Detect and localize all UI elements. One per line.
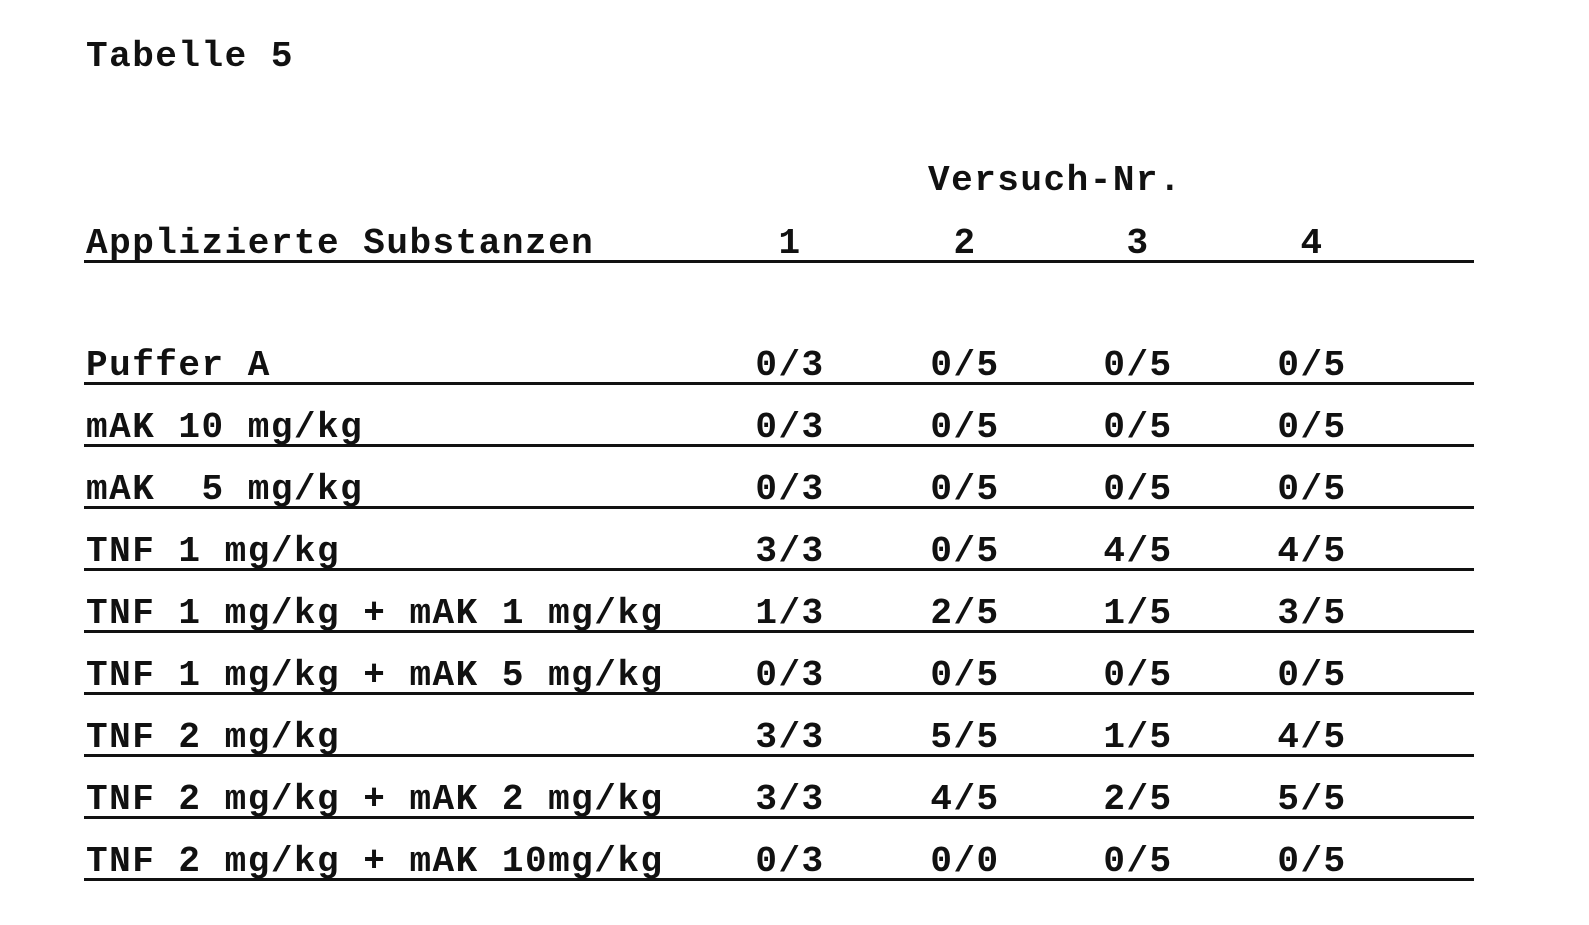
- trial-2-cell: 0/5: [905, 345, 1025, 386]
- trial-4-cell: 4/5: [1252, 717, 1372, 758]
- table-row: mAK 10 mg/kg 0/3 0/5 0/5 0/5: [84, 404, 1474, 447]
- table-row: TNF 1 mg/kg + mAK 5 mg/kg 0/3 0/5 0/5 0/5: [84, 652, 1474, 695]
- trial-2-cell: 0/5: [905, 531, 1025, 572]
- table-title: Tabelle 5: [86, 36, 294, 77]
- trial-1-cell: 0/3: [730, 841, 850, 882]
- trial-4-cell: 0/5: [1252, 469, 1372, 510]
- trial-3-cell: 0/5: [1078, 407, 1198, 448]
- trial-1-cell: 3/3: [730, 717, 850, 758]
- trial-4-cell: 3/5: [1252, 593, 1372, 634]
- table-row: TNF 2 mg/kg 3/3 5/5 1/5 4/5: [84, 714, 1474, 757]
- trial-3-cell: 0/5: [1078, 841, 1198, 882]
- header-trial-2: 2: [905, 223, 1025, 264]
- trial-3-cell: 0/5: [1078, 469, 1198, 510]
- table-row: TNF 2 mg/kg + mAK 10mg/kg 0/3 0/0 0/5 0/5: [84, 838, 1474, 881]
- trial-1-cell: 1/3: [730, 593, 850, 634]
- trial-2-cell: 0/5: [905, 469, 1025, 510]
- trial-4-cell: 4/5: [1252, 531, 1372, 572]
- trial-4-cell: 5/5: [1252, 779, 1372, 820]
- trial-2-cell: 5/5: [905, 717, 1025, 758]
- table-row: mAK 5 mg/kg 0/3 0/5 0/5 0/5: [84, 466, 1474, 509]
- header-trial-1: 1: [730, 223, 850, 264]
- substance-cell: TNF 2 mg/kg: [86, 717, 340, 758]
- substance-cell: TNF 1 mg/kg: [86, 531, 340, 572]
- header-trial-4: 4: [1252, 223, 1372, 264]
- trial-4-cell: 0/5: [1252, 407, 1372, 448]
- trial-1-cell: 0/3: [730, 469, 850, 510]
- substance-cell: TNF 2 mg/kg + mAK 2 mg/kg: [86, 779, 664, 820]
- trial-2-cell: 0/0: [905, 841, 1025, 882]
- trial-2-cell: 0/5: [905, 407, 1025, 448]
- trial-3-cell: 0/5: [1078, 345, 1198, 386]
- table-row: TNF 1 mg/kg + mAK 1 mg/kg 1/3 2/5 1/5 3/5: [84, 590, 1474, 633]
- table-row: TNF 2 mg/kg + mAK 2 mg/kg 3/3 4/5 2/5 5/5: [84, 776, 1474, 819]
- substance-cell: TNF 1 mg/kg + mAK 5 mg/kg: [86, 655, 664, 696]
- trial-1-cell: 0/3: [730, 407, 850, 448]
- trial-3-cell: 4/5: [1078, 531, 1198, 572]
- substance-cell: mAK 5 mg/kg: [86, 469, 363, 510]
- trial-4-cell: 0/5: [1252, 841, 1372, 882]
- trial-3-cell: 1/5: [1078, 593, 1198, 634]
- substance-cell: TNF 2 mg/kg + mAK 10mg/kg: [86, 841, 664, 882]
- trial-3-cell: 2/5: [1078, 779, 1198, 820]
- trial-4-cell: 0/5: [1252, 655, 1372, 696]
- trial-3-cell: 0/5: [1078, 655, 1198, 696]
- substance-cell: mAK 10 mg/kg: [86, 407, 363, 448]
- trial-2-cell: 0/5: [905, 655, 1025, 696]
- trial-3-cell: 1/5: [1078, 717, 1198, 758]
- table-header-row: Applizierte Substanzen 1 2 3 4: [84, 220, 1474, 263]
- header-trial-3: 3: [1078, 223, 1198, 264]
- trial-2-cell: 2/5: [905, 593, 1025, 634]
- table-row: Puffer A 0/3 0/5 0/5 0/5: [84, 342, 1474, 385]
- column-group-header: Versuch-Nr.: [928, 160, 1182, 201]
- trial-1-cell: 0/3: [730, 655, 850, 696]
- substance-cell: Puffer A: [86, 345, 271, 386]
- trial-4-cell: 0/5: [1252, 345, 1372, 386]
- trial-1-cell: 3/3: [730, 531, 850, 572]
- header-substances: Applizierte Substanzen: [86, 223, 594, 264]
- trial-1-cell: 3/3: [730, 779, 850, 820]
- trial-1-cell: 0/3: [730, 345, 850, 386]
- substance-cell: TNF 1 mg/kg + mAK 1 mg/kg: [86, 593, 664, 634]
- table-row: TNF 1 mg/kg 3/3 0/5 4/5 4/5: [84, 528, 1474, 571]
- trial-2-cell: 4/5: [905, 779, 1025, 820]
